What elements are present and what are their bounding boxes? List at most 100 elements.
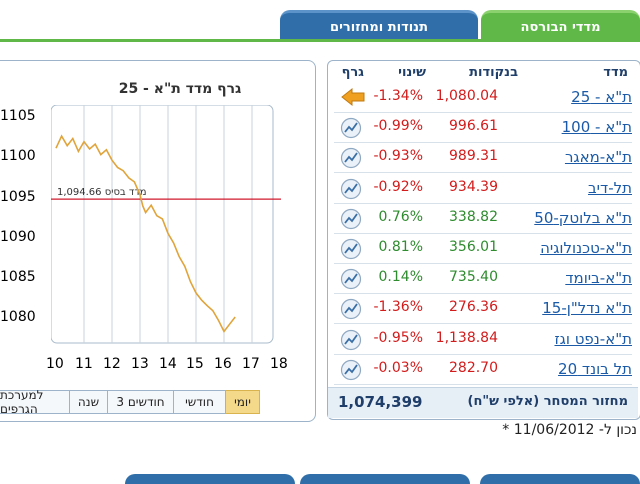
index-points: 282.70 bbox=[449, 359, 498, 376]
index-name-link[interactable]: ת"א נדל"ן-15 bbox=[542, 299, 632, 318]
x-tick-label: 17 bbox=[242, 356, 260, 372]
row-divider bbox=[334, 112, 632, 113]
index-change: -0.93% bbox=[373, 148, 423, 165]
chart-frame bbox=[51, 105, 274, 344]
row-divider bbox=[334, 323, 632, 325]
period-daily[interactable]: יומי bbox=[226, 390, 260, 414]
index-row: ת"א - 100 996.61 -0.99% bbox=[328, 114, 638, 143]
row-divider bbox=[334, 263, 632, 264]
index-points: 989.31 bbox=[449, 148, 498, 165]
chart-grid bbox=[83, 105, 253, 343]
index-row: תל-דיב 934.39 -0.92% bbox=[328, 175, 638, 204]
index-name-link[interactable]: תל בונד 20 bbox=[558, 359, 632, 378]
index-name-link[interactable]: ת"א בלוטק-50 bbox=[534, 208, 632, 227]
y-tick-label: 1100 bbox=[0, 148, 36, 164]
x-tick-label: 14 bbox=[159, 356, 177, 372]
base-label: 1,094.66 מדד בסיס bbox=[57, 187, 147, 198]
row-divider bbox=[334, 142, 632, 144]
mini-chart-icon[interactable] bbox=[340, 147, 362, 173]
index-row: ת"א בלוטק-50 338.82 0.76% bbox=[328, 205, 638, 234]
index-row: תל בונד 20 282.70 -0.03% bbox=[328, 356, 638, 385]
mini-chart-icon[interactable] bbox=[340, 329, 362, 355]
index-name-link[interactable]: ת"א-מאגר bbox=[564, 148, 632, 167]
index-name-link[interactable]: ת"א-ביומד bbox=[565, 269, 632, 288]
last-updated: * נכון ל- 11/06/2012 bbox=[502, 422, 637, 438]
x-tick-label: 12 bbox=[103, 356, 121, 372]
y-tick-label: 1095 bbox=[0, 189, 36, 205]
index-row: ת"א-נפט וגז 1,138.84 -0.95% bbox=[328, 326, 638, 355]
y-tick-label: 1090 bbox=[0, 229, 36, 245]
x-tick-label: 16 bbox=[214, 356, 232, 372]
mini-chart-icon[interactable] bbox=[340, 117, 362, 143]
row-divider bbox=[334, 202, 632, 204]
mini-chart-icon[interactable] bbox=[340, 298, 362, 324]
period-year[interactable]: שנה bbox=[70, 390, 108, 414]
period-monthly[interactable]: חודשי bbox=[174, 390, 226, 414]
header-change: שינוי bbox=[398, 65, 426, 80]
index-name-link[interactable]: תל-דיב bbox=[587, 178, 632, 197]
row-divider bbox=[334, 293, 632, 295]
period-3months[interactable]: 3 חודשים bbox=[108, 390, 174, 414]
index-points: 735.40 bbox=[449, 269, 498, 286]
y-tick-label: 1105 bbox=[0, 108, 36, 124]
row-divider bbox=[334, 353, 632, 355]
turnover-value: 1,074,399 bbox=[338, 393, 423, 411]
turnover-bar: מחזור המסחר (אלפי ש"ח) 1,074,399 bbox=[328, 387, 638, 418]
index-change: 0.76% bbox=[378, 208, 423, 225]
x-tick-label: 10 bbox=[46, 356, 64, 372]
index-change: -0.03% bbox=[373, 359, 423, 376]
row-divider bbox=[334, 383, 632, 385]
index-table bbox=[327, 60, 640, 420]
mini-chart-icon[interactable] bbox=[340, 208, 362, 234]
mini-chart-icon[interactable] bbox=[340, 238, 362, 264]
bottom-tab[interactable] bbox=[480, 474, 640, 484]
header-index: מדד bbox=[603, 65, 628, 80]
header-graph: גרף bbox=[341, 65, 364, 80]
row-divider bbox=[334, 172, 632, 174]
index-row: ת"א - 25 1,080.04 -1.34% bbox=[328, 84, 638, 113]
tab-underline bbox=[0, 39, 640, 42]
index-name-link[interactable]: ת"א-נפט וגז bbox=[554, 329, 632, 348]
period-selector: למערכת הגרפים שנה 3 חודשים חודשי יומי bbox=[0, 388, 260, 416]
mini-chart-icon[interactable] bbox=[340, 268, 362, 294]
index-points: 1,080.04 bbox=[435, 88, 498, 104]
tab-bar: מדדי הבורסה תנודות ומחזורים bbox=[0, 10, 640, 42]
index-row: ת"א-ביומד 735.40 0.14% bbox=[328, 265, 638, 294]
graph-title: גרף מדד ת"א - 25 bbox=[118, 81, 242, 97]
mini-chart-icon[interactable] bbox=[340, 359, 362, 385]
index-points: 338.82 bbox=[449, 208, 498, 225]
y-tick-label: 1085 bbox=[0, 269, 36, 285]
index-change: 0.81% bbox=[378, 239, 423, 255]
index-change: -0.92% bbox=[373, 178, 423, 195]
series-line bbox=[55, 134, 236, 334]
header-points: בנקודות bbox=[469, 65, 518, 80]
period-charts-system[interactable]: למערכת הגרפים bbox=[0, 388, 70, 416]
arrow-icon[interactable] bbox=[340, 87, 366, 111]
index-points: 276.36 bbox=[449, 299, 498, 316]
index-points: 356.01 bbox=[449, 239, 498, 255]
mini-chart-icon[interactable] bbox=[340, 178, 362, 204]
x-tick-label: 15 bbox=[186, 356, 204, 372]
index-points: 1,138.84 bbox=[435, 329, 498, 346]
bottom-tab[interactable] bbox=[125, 474, 295, 484]
x-tick-label: 18 bbox=[270, 356, 288, 372]
index-change: -1.34% bbox=[373, 88, 423, 104]
index-chart: 1,094.66 מדד בסיס bbox=[51, 105, 281, 344]
index-points: 996.61 bbox=[449, 118, 498, 135]
x-tick-label: 13 bbox=[131, 356, 149, 372]
index-name-link[interactable]: ת"א - 100 bbox=[561, 118, 632, 137]
index-row: ת"א נדל"ן-15 276.36 -1.36% bbox=[328, 295, 638, 324]
y-tick-label: 1080 bbox=[0, 309, 36, 325]
index-name-link[interactable]: ת"א-טכנולוגיה bbox=[540, 239, 632, 257]
index-change: -0.95% bbox=[373, 329, 423, 346]
index-change: 0.14% bbox=[378, 269, 423, 286]
tab-movements[interactable]: תנודות ומחזורים bbox=[280, 10, 478, 42]
bottom-tab[interactable] bbox=[300, 474, 470, 484]
index-name-link[interactable]: ת"א - 25 bbox=[571, 88, 632, 106]
index-change: -0.99% bbox=[373, 118, 423, 135]
index-change: -1.36% bbox=[373, 299, 423, 316]
index-row: ת"א-טכנולוגיה 356.01 0.81% bbox=[328, 235, 638, 264]
row-divider bbox=[334, 232, 632, 234]
turnover-label: מחזור המסחר (אלפי ש"ח) bbox=[467, 394, 629, 409]
tab-indices[interactable]: מדדי הבורסה bbox=[481, 10, 640, 42]
